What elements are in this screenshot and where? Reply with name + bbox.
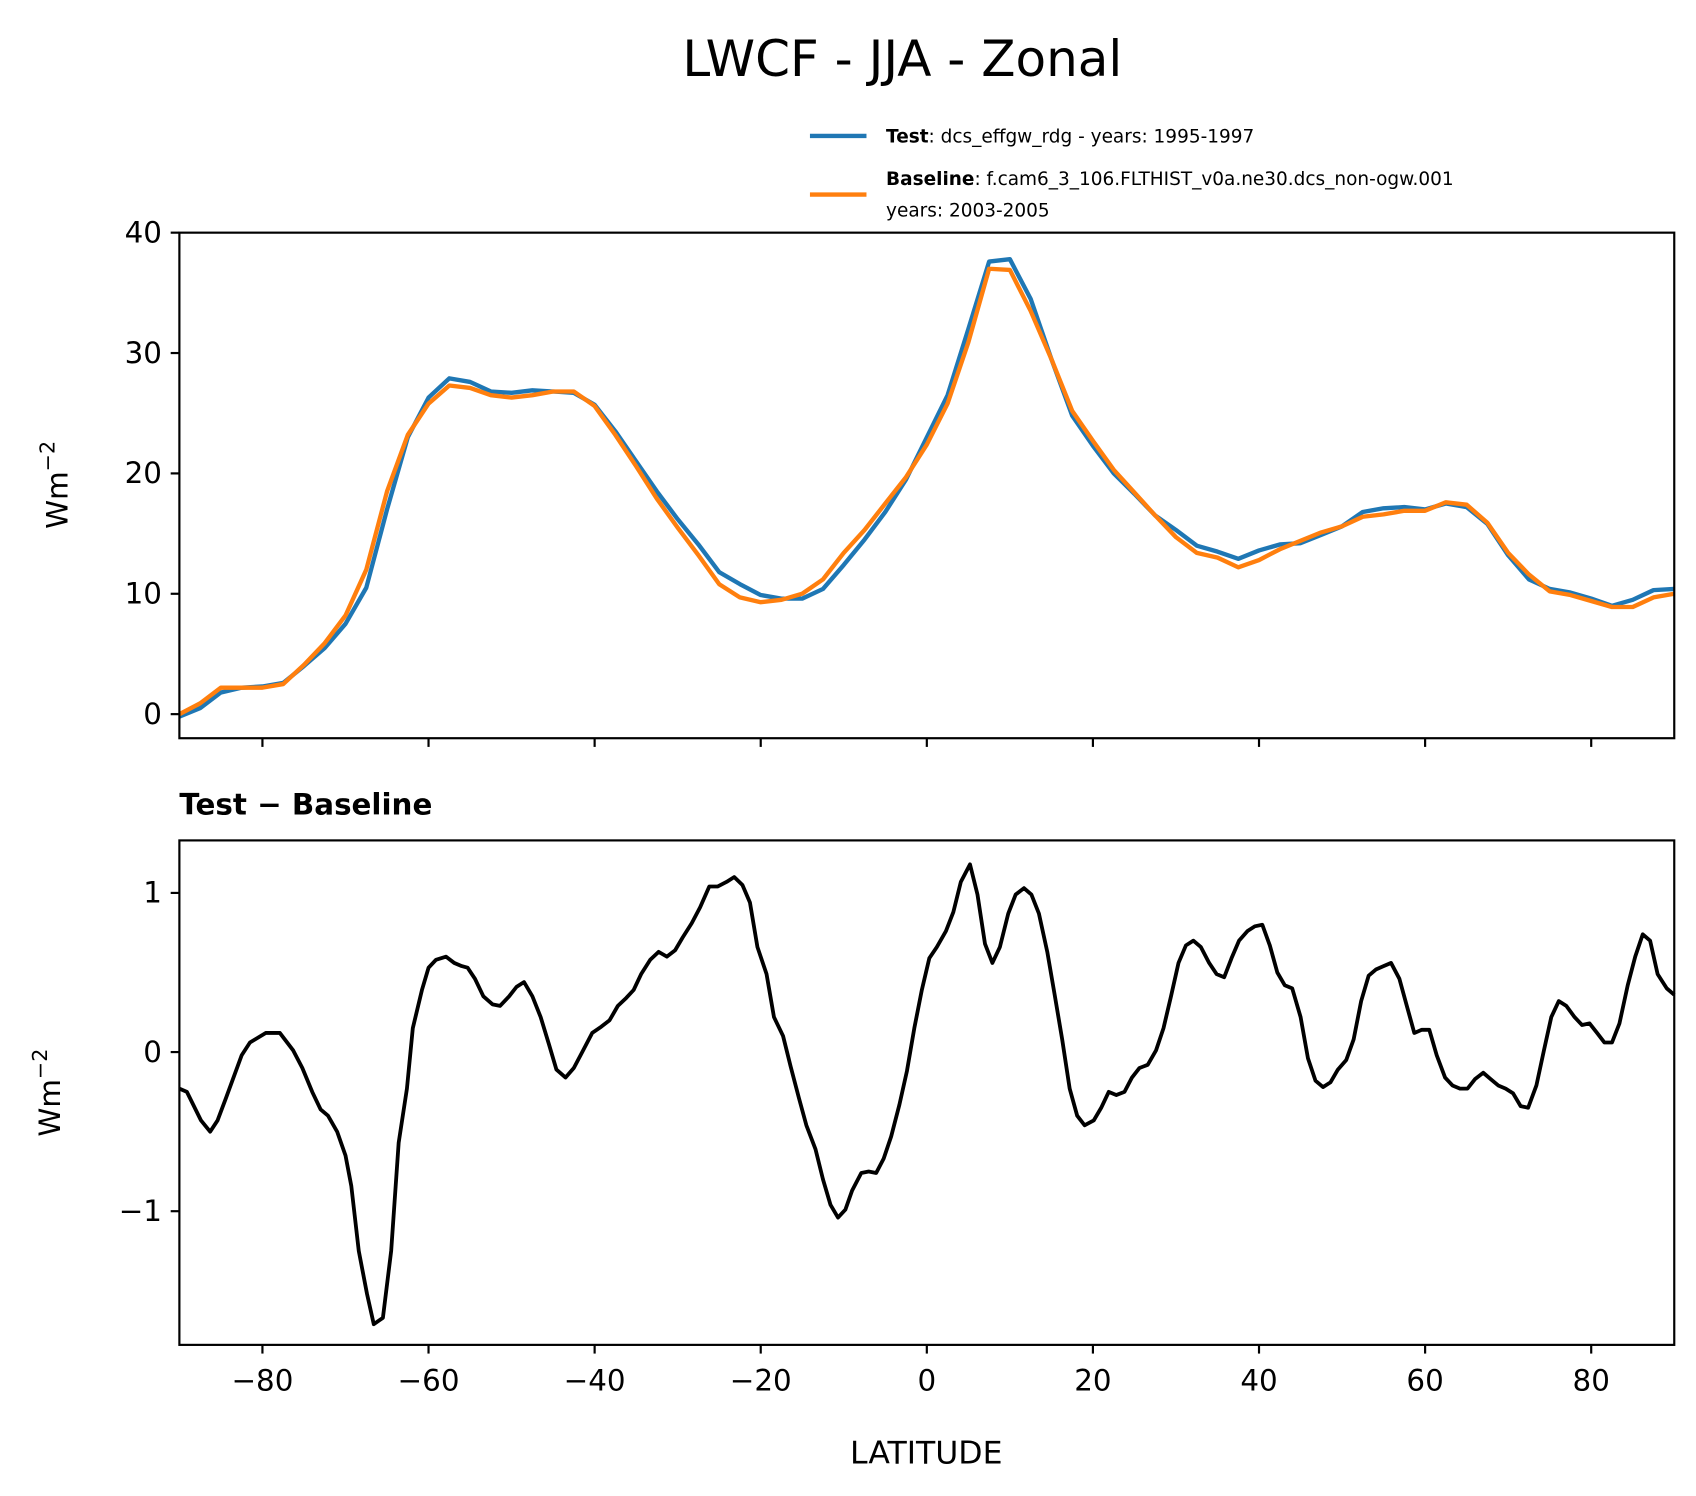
- bottom-xtick-label: 20: [1074, 1364, 1111, 1398]
- legend: Test: dcs_effgw_rdg - years: 1995-1997 B…: [809, 126, 1454, 221]
- bottom-xtick-label: 80: [1573, 1364, 1610, 1398]
- legend-label-baseline: Baseline: [886, 169, 974, 190]
- bottom-lines: [178, 862, 1676, 1327]
- figure-title: LWCF - JJA - Zonal: [682, 30, 1122, 88]
- top-ytick-label: 20: [125, 456, 162, 490]
- bottom-panel: Test − Baseline 1 0 −1 −80 −60 −40 −20 0 20 40 60 8…: [28, 787, 1676, 1471]
- top-series-baseline: [178, 266, 1675, 717]
- difference-title: Test − Baseline: [179, 787, 432, 821]
- legend-desc-baseline-years: years: 2003-2005: [886, 200, 1050, 221]
- top-ylabel-sup: −2: [35, 441, 59, 471]
- top-lines: [178, 257, 1675, 719]
- legend-label-test: Test: [886, 126, 929, 147]
- bottom-series-test-baseline: [178, 862, 1676, 1327]
- bottom-ylabel-base: Wm: [33, 1079, 67, 1137]
- bottom-xtick-label: −60: [398, 1364, 460, 1398]
- bottom-xtick-label: 0: [917, 1364, 936, 1398]
- bottom-ytick-label: −1: [119, 1194, 162, 1228]
- legend-desc-test: : dcs_effgw_rdg - years: 1995-1997: [929, 126, 1255, 147]
- bottom-ytick-label: 1: [143, 876, 162, 910]
- bottom-ylabel: Wm−2: [28, 1049, 67, 1137]
- bottom-xtick-label: 40: [1240, 1364, 1277, 1398]
- top-ticks: 0 10 20 30 40: [125, 215, 1593, 747]
- x-axis-label: LATITUDE: [850, 1435, 1002, 1471]
- top-ylabel: Wm−2: [35, 441, 74, 529]
- bottom-xtick-label: 60: [1406, 1364, 1443, 1398]
- bottom-ylabel-sup: −2: [28, 1049, 52, 1079]
- top-ytick-label: 10: [125, 577, 162, 611]
- legend-entry-baseline: Baseline: f.cam6_3_106.FLTHIST_v0a.ne30.…: [886, 169, 1454, 190]
- top-panel: 0 10 20 30 40 Wm−2: [35, 215, 1676, 747]
- bottom-ytick-label: 0: [143, 1035, 162, 1069]
- top-ytick-label: 30: [125, 336, 162, 370]
- legend-entry-test: Test: dcs_effgw_rdg - years: 1995-1997: [886, 126, 1254, 147]
- top-ytick-label: 0: [143, 697, 162, 731]
- bottom-xtick-label: −40: [564, 1364, 626, 1398]
- top-ytick-label: 40: [125, 215, 162, 249]
- bottom-xtick-label: −80: [231, 1364, 293, 1398]
- bottom-ticks: 1 0 −1 −80 −60 −40 −20 0 20 40 60 80: [119, 876, 1610, 1398]
- legend-desc-baseline: : f.cam6_3_106.FLTHIST_v0a.ne30.dcs_non-…: [974, 169, 1453, 190]
- bottom-xtick-label: −20: [730, 1364, 792, 1398]
- top-ylabel-base: Wm: [40, 471, 74, 529]
